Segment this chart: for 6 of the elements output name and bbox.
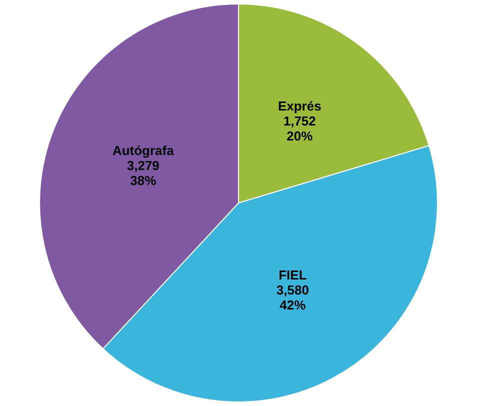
data-label: 3,580 42%: [276, 282, 309, 312]
data-label: 3,279 38%: [126, 158, 160, 188]
slice-label: Autógrafa: [112, 143, 175, 158]
slice-label: FIEL: [278, 267, 307, 282]
data-label: 1,752 20%: [283, 113, 316, 144]
slice-label: Exprés: [278, 98, 322, 114]
